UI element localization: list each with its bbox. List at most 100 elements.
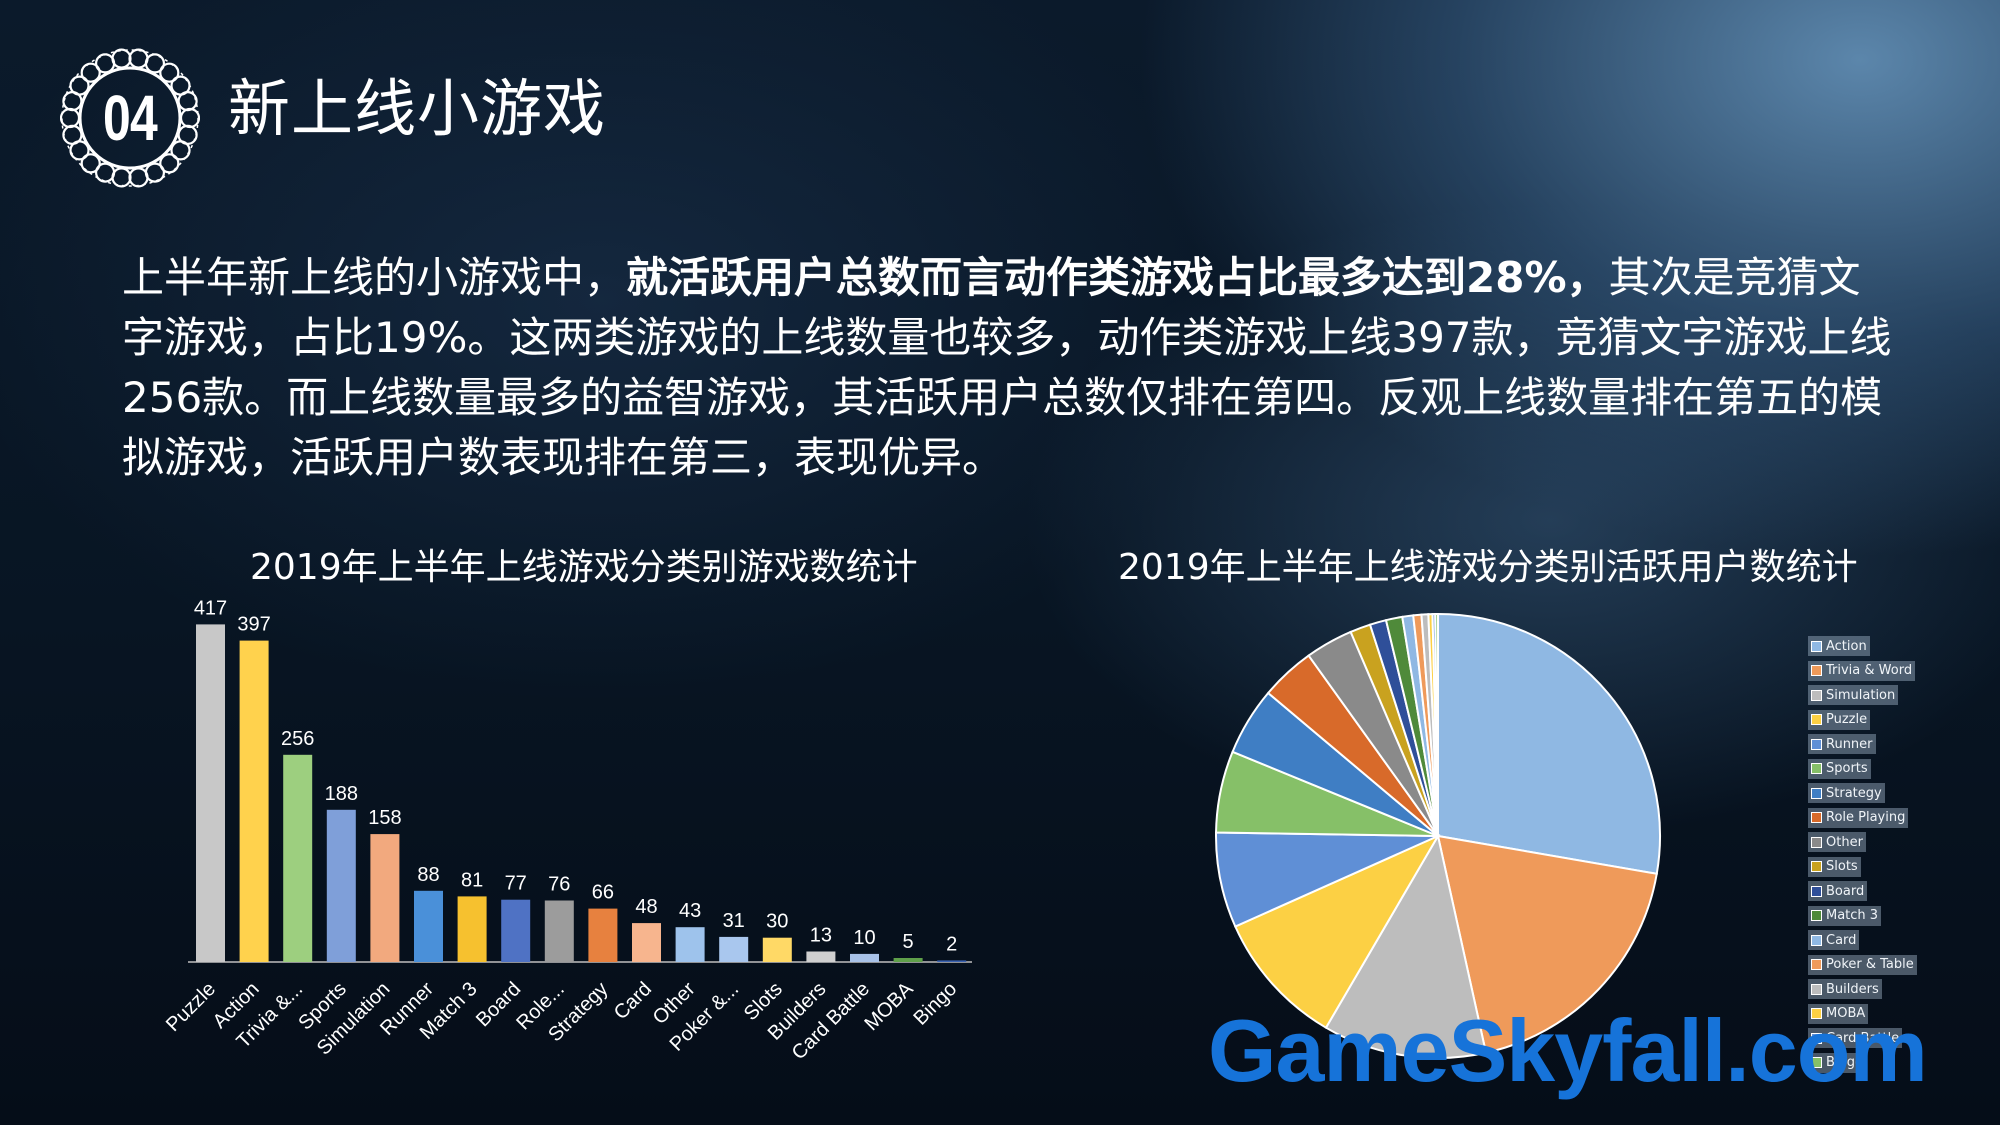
bar-value-label: 13: [810, 925, 832, 947]
section-number-badge: 04: [60, 48, 200, 188]
bar-value-label: 256: [281, 728, 314, 750]
pie-slice: [1324, 833, 1488, 1060]
category-tick-label: MOBA: [860, 978, 918, 1036]
bar: [239, 640, 269, 962]
bar: [632, 923, 661, 962]
legend-label: Card: [1826, 932, 1857, 948]
legend-item: Card Battle: [1808, 1028, 1903, 1048]
legend-label: Runner: [1826, 736, 1873, 752]
legend-label: Match 3: [1826, 908, 1879, 923]
legend-label: Simulation: [1826, 687, 1896, 703]
legend-swatch: [1811, 910, 1822, 921]
legend-swatch: [1811, 1057, 1822, 1068]
bar-value-label: 81: [461, 869, 483, 891]
pie-slice: [1434, 612, 1439, 837]
legend-swatch: [1811, 787, 1822, 799]
category-tick-label: Puzzle: [162, 978, 220, 1036]
legend-label: Puzzle: [1826, 712, 1868, 727]
legend-swatch: [1811, 959, 1822, 970]
legend-label: Card Battle: [1826, 1030, 1900, 1046]
bar-value-label: 31: [723, 910, 745, 932]
summary-text-rest: 其次是竞猜文字游戏，占比19%。这两类游戏的上线数量也较多，动作类游戏上线397…: [122, 253, 1892, 482]
legend-swatch: [1811, 861, 1822, 872]
legend-swatch: [1811, 1008, 1822, 1019]
lace-ring-icon: [60, 48, 200, 188]
bar-value-label: 2: [946, 933, 957, 955]
bar-value-label: 76: [548, 874, 570, 896]
pie-slice: [1436, 834, 1658, 1054]
legend-swatch: [1811, 934, 1822, 946]
legend-item: Puzzle: [1808, 709, 1871, 730]
bar: [283, 754, 313, 962]
bar: [457, 896, 487, 962]
legend-label: Slots: [1826, 859, 1858, 874]
legend-label: Bingo: [1826, 1055, 1863, 1070]
legend-item: Bingo: [1808, 1052, 1866, 1073]
legend-item: Poker & Table: [1808, 954, 1917, 975]
summary-text-highlight: 就活跃用户总数而言动作类游戏占比最多达到28%，: [626, 253, 1609, 302]
bar-value-label: 188: [325, 783, 358, 805]
legend-label: Other: [1826, 834, 1863, 850]
legend-swatch: [1811, 665, 1822, 676]
bar-value-label: 43: [679, 900, 701, 922]
bar: [588, 908, 618, 962]
bar: [414, 890, 443, 962]
bar: [544, 900, 574, 962]
legend-swatch: [1811, 689, 1822, 701]
section-number: 04: [103, 82, 158, 154]
legend-swatch: [1811, 738, 1822, 750]
legend-label: Trivia & Word: [1826, 663, 1913, 678]
bar: [893, 958, 923, 962]
legend-label: Builders: [1826, 981, 1879, 997]
bar-value-label: 397: [237, 614, 270, 636]
bar-value-label: 77: [505, 873, 527, 895]
bar-value-label: 88: [417, 864, 439, 886]
pie-slice: [1437, 612, 1661, 875]
legend-label: Poker & Table: [1826, 957, 1914, 972]
bar: [806, 951, 836, 962]
bar: [501, 899, 531, 962]
legend-swatch: [1811, 983, 1822, 995]
legend-item: Match 3: [1808, 905, 1882, 926]
legend-item: Sports: [1808, 758, 1871, 779]
legend-label: Role Playing: [1826, 810, 1906, 825]
legend-swatch: [1811, 836, 1822, 848]
watermark: GameSkyfall.com: [1208, 1001, 1928, 1100]
legend-item: Card: [1808, 930, 1860, 950]
summary-text-intro: 上半年新上线的小游戏中，: [122, 253, 627, 302]
pie-chart: [1215, 612, 1661, 1060]
bar: [326, 809, 356, 962]
bar-value-label: 30: [766, 911, 788, 933]
legend-item: Trivia & Word: [1808, 660, 1916, 681]
legend-item: MOBA: [1808, 1003, 1869, 1024]
legend-swatch: [1811, 885, 1822, 897]
bar-value-label: 5: [903, 931, 914, 953]
bar-value-label: 10: [853, 927, 875, 949]
legend-swatch: [1811, 640, 1822, 652]
category-tick-label: Bingo: [910, 978, 962, 1030]
bar-value-label: 417: [194, 597, 227, 619]
pie-legend: Action Trivia & Word Simulation Puzzle Runne…: [1808, 636, 1917, 1077]
pie-chart-title: 2019年上半年上线游戏分类别活跃用户数统计: [1118, 547, 1858, 588]
bar: [850, 953, 879, 962]
pie-slice: [1233, 833, 1441, 1030]
legend-item: Simulation: [1808, 685, 1899, 705]
legend-label: Sports: [1826, 761, 1868, 776]
legend-item: Other: [1808, 832, 1866, 852]
bar-chart-title: 2019年上半年上线游戏分类别游戏数统计: [250, 547, 918, 588]
summary-paragraph: 上半年新上线的小游戏中，就活跃用户总数而言动作类游戏占比最多达到28%，其次是竞…: [122, 248, 1892, 488]
bar-value-label: 48: [635, 896, 657, 918]
legend-label: Board: [1826, 883, 1865, 899]
page-title: 新上线小游戏: [228, 72, 607, 145]
legend-swatch: [1811, 714, 1822, 725]
bar: [719, 936, 749, 962]
legend-item: Action: [1808, 636, 1870, 656]
category-tick-label: Card: [610, 978, 656, 1024]
bar: [675, 927, 705, 962]
legend-swatch: [1811, 1032, 1822, 1044]
bar: [762, 937, 792, 962]
bar: [196, 624, 225, 962]
legend-item: Runner: [1808, 734, 1876, 754]
